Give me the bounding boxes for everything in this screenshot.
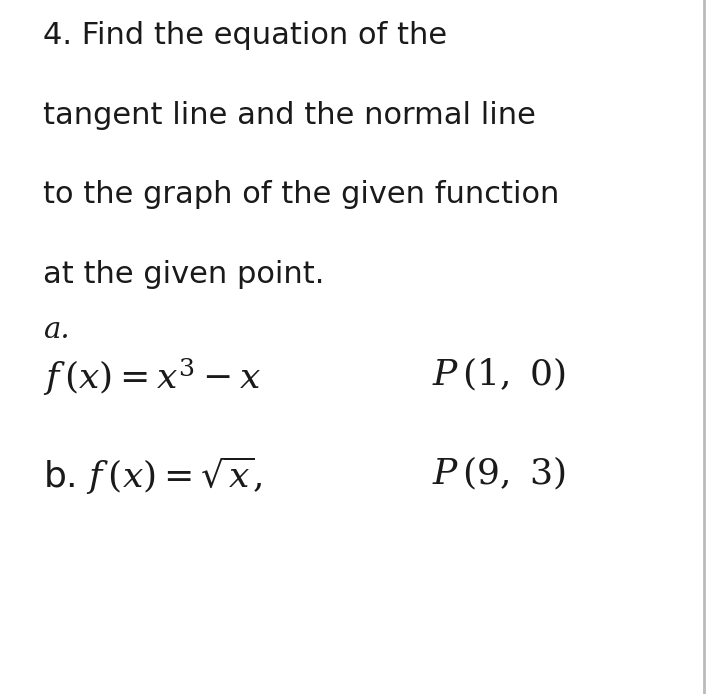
Text: $f\,(x) = x^3 - x$: $f\,(x) = x^3 - x$	[43, 356, 261, 398]
Text: to the graph of the given function: to the graph of the given function	[43, 180, 559, 210]
Text: $P\,(9,\ 3)$: $P\,(9,\ 3)$	[432, 455, 566, 491]
Text: at the given point.: at the given point.	[43, 260, 325, 289]
Text: tangent line and the normal line: tangent line and the normal line	[43, 101, 536, 130]
Text: $P\,(1,\ 0)$: $P\,(1,\ 0)$	[432, 356, 566, 393]
Text: 4. Find the equation of the: 4. Find the equation of the	[43, 21, 447, 50]
Text: a.: a.	[43, 316, 70, 344]
Text: b. $f\,(x) = \sqrt{x},$: b. $f\,(x) = \sqrt{x},$	[43, 455, 263, 497]
